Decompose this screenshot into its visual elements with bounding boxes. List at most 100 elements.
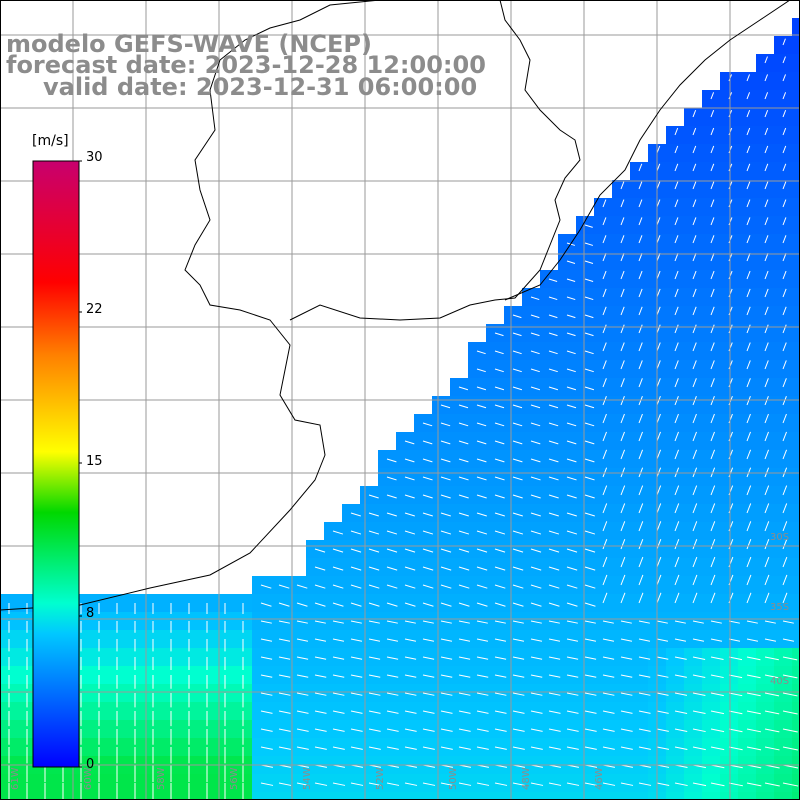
wind-arrow (710, 360, 715, 370)
wind-cell (504, 792, 522, 800)
wind-arrow (530, 512, 541, 517)
wind-arrow (368, 566, 380, 571)
wind-arrow (440, 746, 453, 750)
wind-cell (792, 180, 800, 198)
wind-arrow (602, 413, 607, 424)
wind-arrow (638, 556, 644, 568)
wind-arrow (422, 530, 434, 535)
wind-arrow (440, 620, 452, 624)
wind-arrow (296, 674, 309, 678)
wind-arrow (692, 556, 698, 568)
wind-arrow (674, 342, 679, 352)
wind-arrow (782, 431, 787, 442)
wind-arrow (350, 674, 363, 678)
wind-cell (324, 792, 342, 800)
wind-arrow (404, 656, 417, 660)
wind-arrow (548, 476, 559, 481)
wind-arrow (656, 270, 661, 280)
wind-arrow (602, 270, 607, 280)
wind-arrow (332, 656, 345, 660)
wind-arrow (764, 638, 777, 642)
wind-arrow (782, 467, 788, 478)
wind-arrow (296, 728, 309, 732)
wind-arrow (566, 692, 579, 696)
wind-arrow (620, 574, 626, 586)
wind-arrow (440, 458, 451, 463)
wind-arrow (584, 386, 595, 391)
wind-arrow (548, 638, 561, 642)
lon-label: 60W (83, 767, 94, 790)
wind-arrow (476, 602, 488, 607)
wind-arrow (782, 574, 788, 586)
wind-arrow (584, 476, 595, 481)
wind-arrow (386, 782, 400, 786)
wind-arrow (692, 235, 697, 244)
colorbar-tick-8: 8 (86, 606, 95, 621)
wind-arrow (260, 692, 273, 696)
wind-arrow (404, 746, 417, 750)
wind-arrow (494, 728, 507, 732)
wind-cell (540, 792, 558, 800)
wind-arrow (548, 386, 559, 391)
wind-arrow (386, 692, 399, 696)
wind-arrow (710, 378, 715, 388)
wind-arrow (746, 521, 752, 532)
wind-arrow (404, 602, 416, 607)
wind-arrow (422, 422, 433, 427)
wind-arrow (746, 539, 752, 550)
wind-arrow (692, 746, 706, 751)
wind-arrow (656, 710, 669, 714)
wind-arrow (494, 476, 505, 481)
wind-arrow (584, 620, 596, 624)
wind-cell (792, 558, 800, 576)
wind-arrow (782, 746, 798, 751)
wind-arrow (548, 728, 561, 732)
wind-arrow (494, 674, 507, 678)
wind-arrow (638, 324, 643, 334)
wind-cell (360, 792, 378, 800)
wind-arrow (512, 404, 523, 409)
wind-arrow (620, 710, 633, 714)
wind-arrow (638, 503, 644, 514)
wind-arrow (656, 620, 668, 624)
wind-arrow (764, 485, 770, 496)
wind-arrow (548, 278, 558, 282)
wind-arrow (476, 620, 488, 624)
wind-cell (792, 270, 800, 288)
wind-arrow (584, 584, 596, 589)
wind-arrow (656, 396, 661, 406)
wind-arrow (350, 602, 362, 607)
wind-arrow (458, 476, 469, 481)
wind-arrow (728, 620, 740, 624)
wind-arrow (332, 638, 345, 642)
wind-arrow (530, 710, 543, 714)
wind-arrow (350, 584, 362, 589)
wind-arrow (638, 674, 651, 678)
wind-arrow (440, 782, 454, 786)
wind-arrow (476, 494, 487, 499)
wind-arrow (638, 270, 643, 280)
wind-arrow (764, 56, 768, 64)
wind-arrow (656, 539, 662, 550)
wind-cell (468, 792, 486, 800)
wind-arrow (674, 656, 687, 660)
wind-arrow (764, 503, 770, 514)
wind-arrow (566, 296, 576, 301)
wind-arrow (530, 494, 541, 499)
wind-arrow (746, 199, 751, 208)
wind-arrow (566, 728, 579, 732)
wind-arrow (620, 728, 633, 732)
wind-arrow (566, 548, 578, 553)
wind-arrow (782, 270, 787, 280)
wind-arrow (314, 710, 327, 714)
wind-arrow (512, 422, 523, 427)
wind-arrow (494, 512, 505, 517)
lon-label: 56W (229, 767, 240, 790)
colorbar-tick-15: 15 (86, 454, 103, 469)
wind-arrow (368, 602, 380, 607)
wind-arrow (710, 396, 715, 406)
wind-arrow (602, 746, 615, 750)
wind-arrow (530, 674, 543, 678)
wind-arrow (260, 710, 273, 714)
